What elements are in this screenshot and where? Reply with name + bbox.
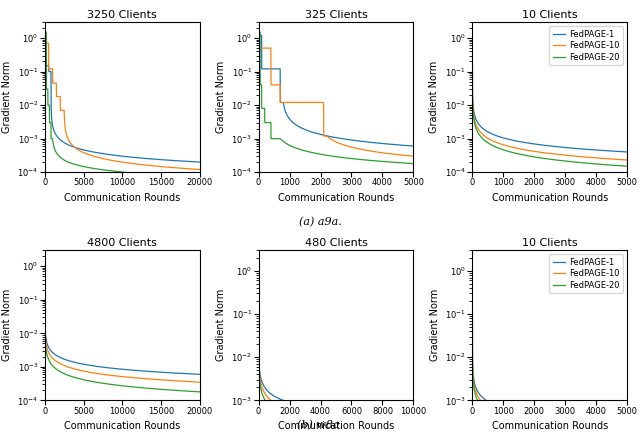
X-axis label: Communication Rounds: Communication Rounds xyxy=(492,193,608,203)
Text: (b) w8a.: (b) w8a. xyxy=(297,420,343,430)
X-axis label: Communication Rounds: Communication Rounds xyxy=(278,193,394,203)
Legend: FedPAGE-1, FedPAGE-10, FedPAGE-20: FedPAGE-1, FedPAGE-10, FedPAGE-20 xyxy=(549,26,623,65)
X-axis label: Communication Rounds: Communication Rounds xyxy=(64,421,180,431)
Title: 10 Clients: 10 Clients xyxy=(522,238,577,248)
Y-axis label: Gradient Norm: Gradient Norm xyxy=(2,289,12,361)
Y-axis label: Gradient Norm: Gradient Norm xyxy=(429,61,440,133)
X-axis label: Communication Rounds: Communication Rounds xyxy=(492,421,608,431)
X-axis label: Communication Rounds: Communication Rounds xyxy=(278,421,394,431)
Title: 325 Clients: 325 Clients xyxy=(305,10,367,20)
Text: (a) a9a.: (a) a9a. xyxy=(299,216,341,227)
Title: 480 Clients: 480 Clients xyxy=(305,238,367,248)
Legend: FedPAGE-1, FedPAGE-10, FedPAGE-20: FedPAGE-1, FedPAGE-10, FedPAGE-20 xyxy=(549,254,623,293)
Y-axis label: Gradient Norm: Gradient Norm xyxy=(216,289,226,361)
Title: 10 Clients: 10 Clients xyxy=(522,10,577,20)
X-axis label: Communication Rounds: Communication Rounds xyxy=(64,193,180,203)
Y-axis label: Gradient Norm: Gradient Norm xyxy=(216,61,226,133)
Title: 4800 Clients: 4800 Clients xyxy=(87,238,157,248)
Y-axis label: Gradient Norm: Gradient Norm xyxy=(429,289,440,361)
Y-axis label: Gradient Norm: Gradient Norm xyxy=(2,61,12,133)
Title: 3250 Clients: 3250 Clients xyxy=(88,10,157,20)
